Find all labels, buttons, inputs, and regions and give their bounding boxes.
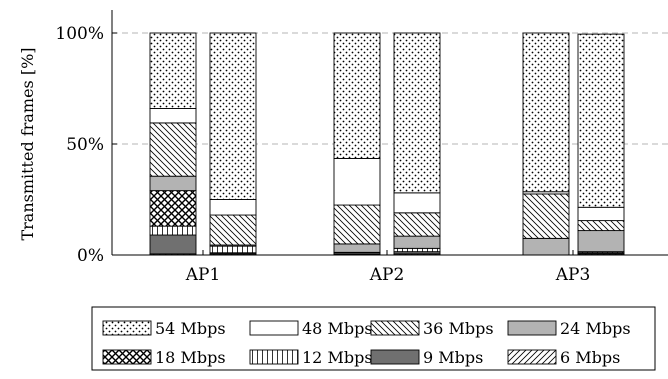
bar-4-segment-12-mbps [393, 247, 441, 253]
bar-3-segment-24-mbps [333, 243, 381, 253]
legend-swatch-48-mbps [249, 320, 299, 336]
bar-4-segment-48-mbps [393, 192, 441, 214]
bar-4-segment-36-mbps [393, 212, 441, 237]
bar-2-segment-36-mbps [209, 214, 257, 246]
legend-label-36-mbps: 36 Mbps [423, 319, 494, 338]
bar-6-segment-48-mbps [577, 206, 625, 222]
bar-6-segment-24-mbps [577, 230, 625, 253]
bar-1-segment-48-mbps [149, 108, 197, 124]
bar-1-segment-36-mbps [149, 122, 197, 177]
x-tick-label-ap3: AP3 [555, 265, 591, 285]
x-tick-label-ap1: AP1 [185, 265, 221, 285]
legend-swatch-54-mbps [102, 320, 152, 336]
bar-4-segment-24-mbps [393, 235, 441, 249]
y-axis-title: Transmitted frames [%] [18, 47, 37, 240]
bar-5-segment-36-mbps [522, 193, 570, 239]
y-tick-label-0: 0% [77, 246, 104, 266]
legend-label-24-mbps: 24 Mbps [560, 319, 631, 338]
legend-swatch-24-mbps [507, 320, 557, 336]
legend-label-54-mbps: 54 Mbps [155, 319, 226, 338]
bar-1-segment-18-mbps [149, 190, 197, 227]
bar-1-segment-24-mbps [149, 175, 197, 192]
bar-3-segment-54-mbps [333, 32, 381, 159]
bar-5-segment-24-mbps [522, 237, 570, 256]
y-tick-label-100: 100% [55, 24, 104, 44]
y-tick-label-50: 50% [66, 135, 104, 155]
gridlines [112, 32, 668, 145]
legend-label-9-mbps: 9 Mbps [423, 348, 483, 367]
bar-2-segment-54-mbps [209, 32, 257, 200]
legend: 54 Mbps 48 Mbps 36 Mbps 24 Mbps 18 Mbps 12 Mb… [91, 306, 656, 371]
bar-3-segment-36-mbps [333, 204, 381, 245]
bar-5-segment-54-mbps [522, 32, 570, 193]
bar-4-segment-54-mbps [393, 32, 441, 194]
legend-label-12-mbps: 12 Mbps [302, 348, 373, 367]
legend-label-6-mbps: 6 Mbps [560, 348, 620, 367]
bar-2-segment-48-mbps [209, 199, 257, 216]
bar-2-segment-12-mbps [209, 245, 257, 254]
legend-swatch-12-mbps [249, 349, 299, 365]
legend-label-18-mbps: 18 Mbps [155, 348, 226, 367]
x-tick-label-ap2: AP2 [369, 265, 405, 285]
bar-6-segment-36-mbps [577, 220, 625, 232]
bar-6-segment-54-mbps [577, 33, 625, 208]
legend-swatch-36-mbps [370, 320, 420, 336]
legend-label-48-mbps: 48 Mbps [302, 319, 373, 338]
bar-1-segment-9-mbps [149, 234, 197, 255]
bar-1-segment-54-mbps [149, 32, 197, 109]
bar-1-segment-12-mbps [149, 225, 197, 236]
legend-swatch-6-mbps [507, 349, 557, 365]
bar-3-segment-48-mbps [333, 157, 381, 206]
axes: 0% 50% 100% AP1 AP2 AP3 Transmitted frames [%] [18, 10, 668, 285]
legend-swatch-9-mbps [370, 349, 420, 365]
bars [149, 32, 625, 256]
legend-swatch-18-mbps [102, 349, 152, 365]
